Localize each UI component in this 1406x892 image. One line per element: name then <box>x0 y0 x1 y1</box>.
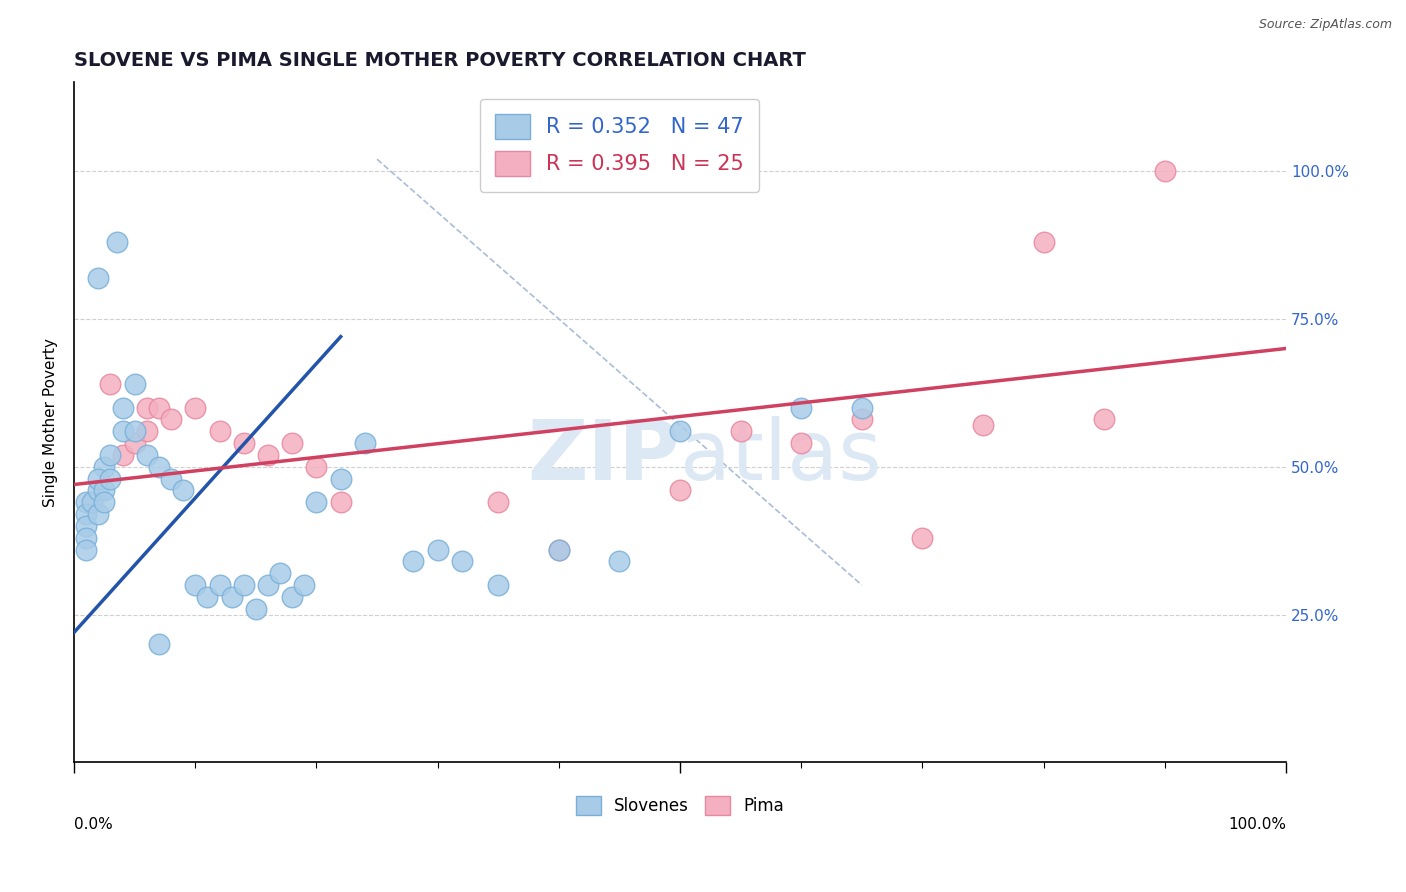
Point <box>354 436 377 450</box>
Point <box>87 472 110 486</box>
Point <box>790 401 813 415</box>
Point <box>547 542 569 557</box>
Point <box>486 495 509 509</box>
Point <box>1092 412 1115 426</box>
Point <box>148 459 170 474</box>
Point <box>281 590 304 604</box>
Point <box>93 495 115 509</box>
Point <box>124 376 146 391</box>
Point <box>669 424 692 438</box>
Point <box>184 578 207 592</box>
Point <box>486 578 509 592</box>
Point <box>281 436 304 450</box>
Point <box>269 566 291 581</box>
Point <box>75 531 97 545</box>
Point <box>172 483 194 498</box>
Point <box>547 542 569 557</box>
Point <box>82 495 104 509</box>
Point <box>135 401 157 415</box>
Text: 100.0%: 100.0% <box>1227 817 1286 832</box>
Point <box>329 472 352 486</box>
Point <box>851 401 873 415</box>
Point <box>305 495 328 509</box>
Point <box>100 472 122 486</box>
Point <box>208 578 231 592</box>
Point <box>87 507 110 521</box>
Point <box>197 590 219 604</box>
Text: atlas: atlas <box>681 416 882 497</box>
Point <box>184 401 207 415</box>
Point <box>87 270 110 285</box>
Point <box>232 436 254 450</box>
Point <box>111 424 134 438</box>
Text: 0.0%: 0.0% <box>75 817 112 832</box>
Point <box>105 235 128 249</box>
Text: ZIP: ZIP <box>527 416 681 497</box>
Point <box>148 637 170 651</box>
Point <box>124 436 146 450</box>
Point <box>75 519 97 533</box>
Point <box>87 483 110 498</box>
Point <box>911 531 934 545</box>
Point <box>257 448 280 462</box>
Point <box>208 424 231 438</box>
Point <box>124 424 146 438</box>
Point <box>93 483 115 498</box>
Point <box>329 495 352 509</box>
Point <box>257 578 280 592</box>
Point <box>292 578 315 592</box>
Point <box>609 554 631 568</box>
Point <box>135 448 157 462</box>
Point <box>790 436 813 450</box>
Point <box>1153 164 1175 178</box>
Point <box>75 495 97 509</box>
Point <box>75 507 97 521</box>
Point <box>426 542 449 557</box>
Point <box>93 459 115 474</box>
Point <box>402 554 425 568</box>
Point <box>305 459 328 474</box>
Point <box>1032 235 1054 249</box>
Point <box>160 472 183 486</box>
Point <box>972 418 994 433</box>
Point <box>451 554 474 568</box>
Point <box>135 424 157 438</box>
Point <box>100 448 122 462</box>
Text: SLOVENE VS PIMA SINGLE MOTHER POVERTY CORRELATION CHART: SLOVENE VS PIMA SINGLE MOTHER POVERTY CO… <box>75 51 806 70</box>
Point <box>245 601 267 615</box>
Point <box>148 401 170 415</box>
Point <box>75 542 97 557</box>
Point <box>100 376 122 391</box>
Point <box>111 401 134 415</box>
Point <box>111 448 134 462</box>
Legend: Slovenes, Pima: Slovenes, Pima <box>569 789 792 822</box>
Point <box>669 483 692 498</box>
Point <box>221 590 243 604</box>
Text: Source: ZipAtlas.com: Source: ZipAtlas.com <box>1258 18 1392 31</box>
Point <box>730 424 752 438</box>
Y-axis label: Single Mother Poverty: Single Mother Poverty <box>44 338 58 507</box>
Point <box>851 412 873 426</box>
Point <box>160 412 183 426</box>
Point <box>232 578 254 592</box>
